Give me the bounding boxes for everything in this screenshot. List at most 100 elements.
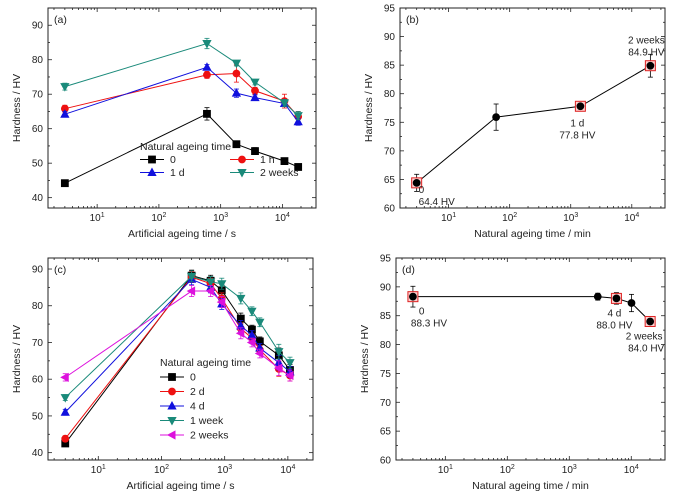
data-point — [232, 69, 241, 78]
legend-swatch-marker — [148, 155, 156, 164]
data-point — [293, 112, 303, 121]
panel-label: (a) — [54, 14, 67, 26]
y-tick-label: 70 — [384, 146, 396, 157]
legend-swatch-marker — [168, 387, 176, 396]
legend-entry: 2 d — [160, 386, 205, 398]
data-point — [293, 116, 303, 126]
data-point — [250, 92, 260, 102]
y-tick-label: 50 — [32, 411, 44, 422]
plot-frame — [399, 7, 666, 209]
series-line — [64, 42, 299, 116]
data-point — [646, 61, 655, 70]
y-axis-title: Hardness / HV — [11, 74, 23, 142]
data-point — [231, 88, 242, 97]
annotation-label: 88.3 HV — [411, 319, 447, 330]
chart-panel-b: 101 102 103 104 60 65 70 75 80 85 90 95 Natural agei… — [363, 4, 666, 240]
annotation-label: 4 d — [607, 308, 621, 319]
data-point — [412, 178, 421, 187]
data-point — [60, 394, 70, 403]
data-point — [646, 317, 655, 326]
y-tick-label: 80 — [32, 301, 44, 312]
x-axis-title: Artificial ageing time / s — [127, 480, 235, 492]
data-point — [202, 62, 212, 71]
x-tick-label: 104 — [624, 464, 639, 476]
data-point — [186, 286, 196, 296]
data-point — [247, 307, 257, 317]
y-tick-label: 60 — [380, 456, 392, 467]
data-point — [216, 297, 226, 307]
series-2-weeks — [60, 285, 294, 383]
annotation-label: 0 — [419, 307, 425, 318]
y-tick-label: 70 — [32, 338, 44, 349]
data-point — [274, 348, 284, 357]
legend-label: 0 — [170, 154, 176, 166]
x-tick-label: 101 — [441, 212, 456, 224]
y-tick-label: 85 — [380, 311, 392, 322]
y-tick-label: 65 — [380, 427, 392, 438]
data-point — [206, 278, 216, 287]
x-axis-title: Artificial ageing time / s — [128, 228, 236, 240]
y-tick-label: 75 — [380, 369, 392, 380]
data-point — [217, 280, 227, 289]
legend-label: 1 d — [170, 167, 185, 179]
panel-label: (d) — [402, 264, 415, 276]
legend-entry: 0 — [140, 154, 176, 166]
annotation-label: 0 — [419, 185, 425, 196]
plot-frame — [47, 7, 317, 209]
y-tick-label: 90 — [384, 32, 396, 43]
data-point — [280, 157, 289, 166]
data-point — [492, 113, 501, 122]
legend-label: 2 d — [190, 386, 205, 398]
legend-label: 1 h — [260, 154, 275, 166]
legend-swatch-marker — [238, 155, 246, 164]
x-tick-label: 102 — [154, 464, 169, 476]
y-axis-title: Hardness / HV — [359, 325, 371, 393]
legend-entry: 1 h — [230, 154, 275, 166]
y-tick-label: 90 — [32, 21, 44, 32]
y-tick-label: 40 — [32, 448, 44, 459]
x-tick-label: 101 — [438, 464, 453, 476]
x-tick-label: 101 — [90, 212, 105, 224]
legend-entry: 0 — [160, 372, 196, 384]
legend-label: 2 weeks — [190, 430, 229, 442]
annotation-label: 64.4 HV — [419, 197, 455, 208]
data-point — [60, 407, 70, 416]
annotation-label: 2 weeks — [626, 331, 663, 342]
y-tick-label: 65 — [384, 175, 396, 186]
legend-swatch-marker — [167, 400, 177, 410]
chart-panel-d: 101 102 103 104 60 65 70 75 80 85 90 95 Natural agei… — [359, 254, 666, 492]
x-tick-label: 103 — [563, 212, 578, 224]
x-tick-label: 103 — [562, 464, 577, 476]
panel-label: (b) — [406, 14, 419, 26]
data-point — [231, 59, 242, 69]
legend-entry: 1 week — [160, 415, 224, 427]
y-tick-label: 70 — [32, 90, 44, 101]
y-tick-label: 90 — [380, 282, 392, 293]
data-point — [60, 179, 69, 188]
legend-swatch-marker — [237, 169, 247, 178]
y-axis-title: Hardness / HV — [11, 325, 23, 393]
chart-panel-c: 101 102 103 104 40 50 60 70 80 90 Artificial agein… — [11, 257, 314, 492]
data-point — [232, 140, 241, 149]
series-1-week — [60, 270, 295, 403]
y-tick-label: 80 — [32, 55, 44, 66]
data-point — [236, 294, 246, 304]
data-point — [60, 109, 70, 118]
data-point — [250, 78, 260, 88]
annotation-label: 84.9 HV — [628, 48, 664, 59]
x-tick-label: 103 — [217, 464, 232, 476]
y-tick-label: 95 — [380, 254, 392, 265]
legend-label: 0 — [190, 372, 196, 384]
data-point — [279, 99, 290, 108]
legend-label: 2 weeks — [260, 167, 299, 179]
x-axis-title: Natural ageing time / min — [474, 228, 591, 240]
legend-swatch-marker — [166, 430, 176, 440]
series-line — [416, 65, 651, 184]
data-point — [612, 294, 621, 303]
series-line — [64, 278, 291, 413]
series-0 — [60, 107, 303, 188]
data-point — [251, 147, 259, 156]
legend-label: 1 week — [190, 415, 224, 427]
legend-swatch-marker — [147, 167, 157, 176]
